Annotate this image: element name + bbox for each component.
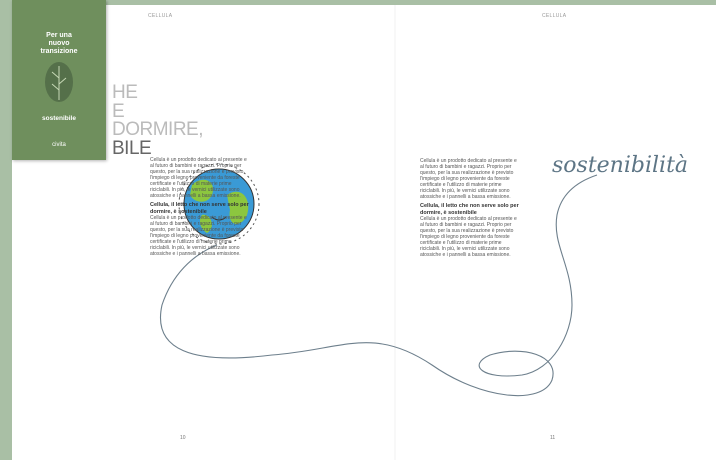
paragraph: Cellula è un prodotto dedicato al presen… — [150, 215, 250, 257]
page-number: 10 — [180, 435, 186, 441]
text-column: Cellula è un prodotto dedicato al presen… — [420, 158, 520, 258]
magazine-spread: CELLULA CELLULA HE E DORMIRE, BILE Cellu… — [12, 5, 716, 460]
paragraph: Cellula è un prodotto dedicato al presen… — [150, 157, 250, 199]
page-number: 11 — [550, 435, 555, 441]
illustration — [12, 5, 716, 460]
subheading: Cellula, il letto che non serve solo per… — [150, 202, 250, 215]
running-header: CELLULA — [542, 13, 566, 19]
running-header: CELLULA — [148, 13, 172, 19]
cover-title: nuovo — [12, 40, 106, 48]
heading-line: DORMIRE, — [112, 120, 203, 139]
heading-line: BILE — [112, 139, 151, 158]
leaf-icon — [39, 60, 79, 104]
cover-publisher: civita — [12, 142, 106, 148]
page: CELLULA CELLULA HE E DORMIRE, BILE Cellu… — [0, 0, 716, 460]
cover-subtitle: sostenibile — [12, 115, 106, 122]
script-word: sostenibilità — [552, 153, 688, 178]
cover-title: transizione — [12, 48, 106, 56]
cover-title: Per una — [12, 32, 106, 40]
book-cover: Per una nuovo transizione sostenibile ci… — [12, 0, 106, 160]
text-column: Cellula è un prodotto dedicato al presen… — [150, 157, 250, 257]
paragraph: Cellula è un prodotto dedicato al presen… — [420, 158, 520, 200]
paragraph: Cellula è un prodotto dedicato al presen… — [420, 216, 520, 258]
subheading: Cellula, il letto che non serve solo per… — [420, 203, 520, 216]
heading-line: HE — [112, 83, 137, 102]
